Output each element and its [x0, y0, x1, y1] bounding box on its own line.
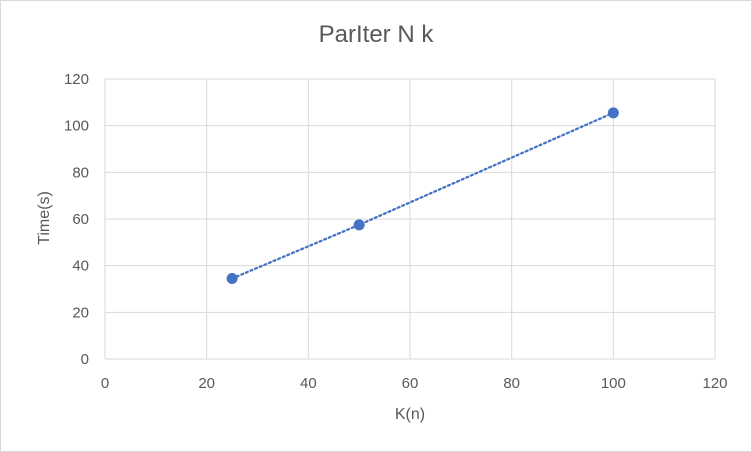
x-tick-label: 120 [702, 375, 727, 392]
x-tick-label: 80 [503, 375, 520, 392]
x-tick-label: 60 [402, 375, 419, 392]
x-axis-ticks: 0 20 40 60 80 100 120 [101, 375, 728, 392]
y-tick-label: 0 [81, 351, 89, 368]
y-tick-label: 120 [64, 71, 89, 88]
series-line-0 [230, 111, 615, 280]
y-tick-label: 100 [64, 118, 89, 135]
x-tick-label: 0 [101, 375, 109, 392]
gridlines [104, 78, 716, 360]
data-point [226, 273, 238, 284]
chart-title: ParIter N k [318, 21, 434, 48]
x-axis-title: K(n) [395, 406, 425, 423]
y-tick-label: 20 [72, 304, 89, 321]
series-layer [226, 107, 619, 284]
y-tick-label: 40 [72, 258, 89, 275]
x-tick-label: 40 [300, 375, 317, 392]
y-axis-ticks: 0 20 40 60 80 100 120 [64, 71, 89, 368]
data-point [607, 107, 619, 119]
y-tick-label: 80 [72, 164, 89, 181]
data-point [353, 219, 365, 231]
x-tick-label: 20 [198, 375, 215, 392]
x-tick-label: 100 [601, 375, 626, 392]
y-tick-label: 60 [72, 211, 89, 228]
y-axis-title: Time(s) [36, 191, 53, 245]
